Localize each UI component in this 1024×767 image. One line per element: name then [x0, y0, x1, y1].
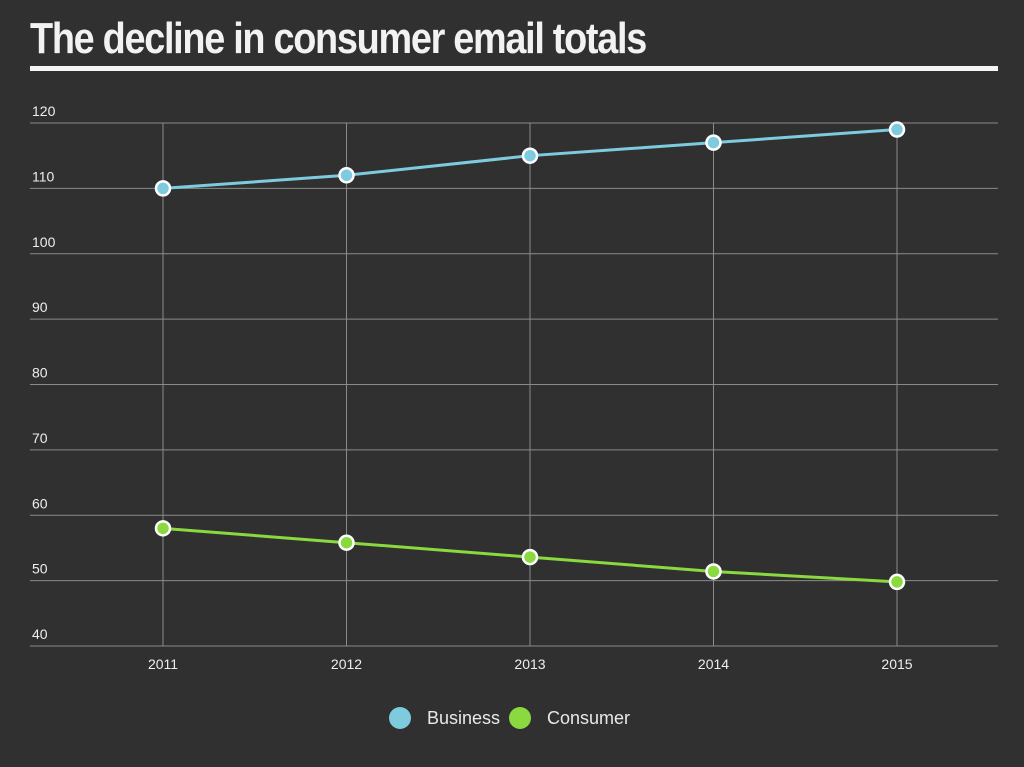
- horizontal-gridlines: [30, 122, 998, 647]
- x-tick-label-2014: 2014: [698, 656, 729, 672]
- data-point-consumer-2012: [338, 534, 355, 551]
- title-rule: [30, 66, 998, 71]
- legend-label-business: Business: [427, 708, 500, 728]
- x-tick-label-2013: 2013: [514, 656, 545, 672]
- data-point-business-2013: [521, 147, 539, 164]
- y-tick-label-70: 70: [32, 430, 48, 446]
- chart-title: The decline in consumer email totals: [30, 14, 647, 63]
- legend-label-consumer: Consumer: [547, 708, 630, 728]
- x-tick-label-2011: 2011: [148, 656, 178, 672]
- legend-swatch-consumer: [509, 707, 531, 729]
- y-axis-tick-labels: 40 50 60 70 80 90 100 110 120: [32, 103, 56, 642]
- data-point-business-2014: [705, 134, 722, 151]
- data-point-business-2015: [888, 121, 906, 138]
- data-point-consumer-2014: [705, 563, 722, 580]
- x-axis-tick-labels: 2011 2012 2013 2014 2015: [148, 656, 913, 672]
- series-points: [154, 121, 906, 591]
- y-tick-label-120: 120: [32, 103, 56, 119]
- legend: Business Consumer: [389, 707, 630, 729]
- y-tick-label-90: 90: [32, 299, 48, 315]
- x-tick-label-2012: 2012: [331, 656, 362, 672]
- data-point-business-2011: [154, 180, 172, 197]
- y-tick-label-100: 100: [32, 234, 56, 250]
- y-tick-label-50: 50: [32, 561, 48, 577]
- y-tick-label-40: 40: [32, 626, 48, 642]
- y-tick-label-110: 110: [32, 168, 55, 184]
- data-point-consumer-2013: [521, 548, 539, 566]
- legend-swatch-business: [389, 707, 411, 729]
- x-tick-label-2015: 2015: [881, 656, 912, 672]
- y-tick-label-80: 80: [32, 365, 48, 381]
- y-tick-label-60: 60: [32, 495, 48, 511]
- data-point-consumer-2015: [888, 573, 906, 591]
- data-point-business-2012: [338, 167, 355, 184]
- vertical-gridlines: [162, 123, 898, 646]
- data-point-consumer-2011: [154, 520, 172, 537]
